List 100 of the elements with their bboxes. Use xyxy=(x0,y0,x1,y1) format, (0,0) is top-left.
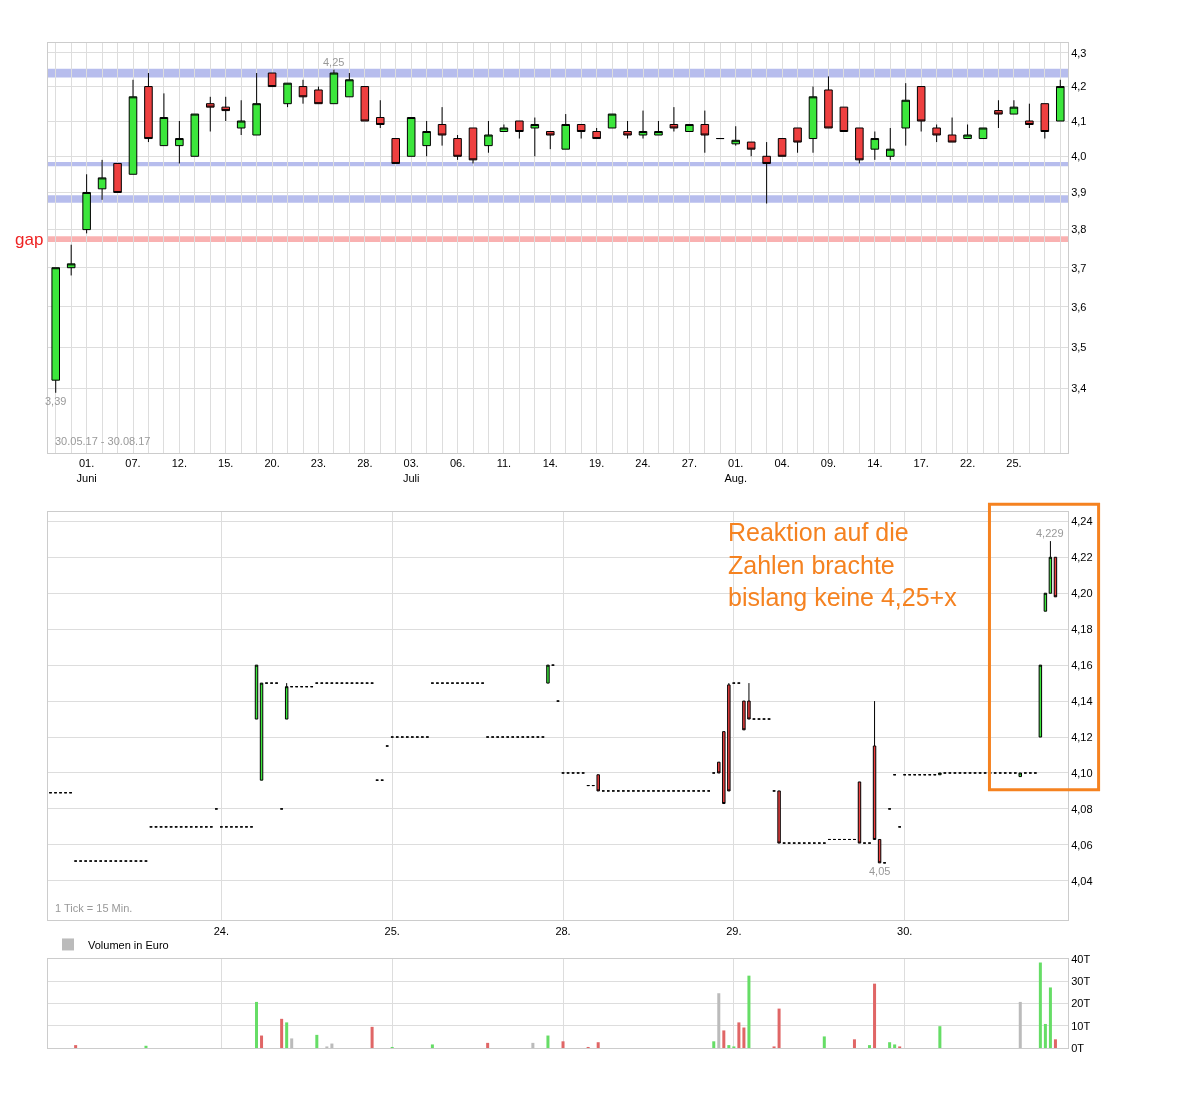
x-tick-label: 22. xyxy=(959,457,976,470)
bar xyxy=(561,1041,565,1048)
y-tick-label: 4,3 xyxy=(1071,46,1087,59)
annotation: 1 Tick = 15 Min. xyxy=(55,902,133,914)
candlestick xyxy=(284,682,289,720)
candlestick xyxy=(66,244,76,276)
x-tick-label: 28. xyxy=(555,924,571,937)
candlestick xyxy=(484,120,493,154)
y-tick-label: 4,10 xyxy=(1071,766,1093,779)
bar xyxy=(822,1036,826,1048)
x-tick-label: 30. xyxy=(897,924,913,937)
bar xyxy=(868,1045,872,1048)
x-tick-label: 17. xyxy=(913,457,929,470)
bar xyxy=(260,1035,264,1048)
candlestick xyxy=(947,117,957,143)
candlestick xyxy=(777,138,787,157)
candlestick xyxy=(607,113,617,129)
x-tick-label: 07. xyxy=(125,457,141,470)
annotation: 4,229 xyxy=(1036,527,1064,539)
candlestick xyxy=(855,127,864,164)
y-tick-label: 20T xyxy=(1071,997,1091,1010)
x-tick-label: 09. xyxy=(820,457,837,470)
candlestick xyxy=(1025,103,1034,129)
candlestick xyxy=(885,127,895,161)
annotation: Reaktion auf die Zahlen brachte bislang keine 4,25+x xyxy=(728,518,958,611)
bar xyxy=(737,1022,741,1048)
bar xyxy=(938,1026,942,1048)
x-tick-label: 24. xyxy=(635,457,651,470)
x-tick-label: 19. xyxy=(588,457,605,470)
candlestick xyxy=(592,127,601,140)
bar xyxy=(315,1034,319,1048)
candlestick xyxy=(870,131,880,161)
bar xyxy=(717,993,721,1048)
y-tick-label: 4,24 xyxy=(1071,515,1093,528)
bar xyxy=(852,1039,856,1048)
candlestick xyxy=(82,173,91,234)
candlestick xyxy=(51,267,61,394)
x-tick-label: 12. xyxy=(171,457,188,470)
bar xyxy=(893,1044,897,1048)
candlestick xyxy=(793,127,802,154)
candlestick xyxy=(1040,103,1050,140)
candlestick xyxy=(113,162,122,193)
x-tick-label: 03. Juli xyxy=(402,457,420,484)
x-tick-label: 14. xyxy=(542,457,558,470)
candlestick xyxy=(839,106,849,132)
band-label: gap xyxy=(15,230,44,249)
candlestick xyxy=(453,134,462,161)
bar xyxy=(777,1008,781,1048)
candlestick xyxy=(175,120,184,164)
candlestick xyxy=(1018,772,1022,778)
candlestick xyxy=(298,79,308,105)
y-tick-label: 3,5 xyxy=(1071,340,1087,353)
annotation: 30.05.17 - 30.08.17 xyxy=(55,435,151,447)
candlestick xyxy=(1055,79,1065,122)
bar xyxy=(1043,1023,1047,1048)
candlestick xyxy=(422,120,431,157)
candlestick xyxy=(267,72,277,88)
candlestick xyxy=(654,120,663,136)
bar xyxy=(546,1035,550,1048)
candlestick xyxy=(777,790,781,844)
x-tick-label: 15. xyxy=(218,457,234,470)
x-tick-label: 14. xyxy=(867,457,883,470)
candlestick xyxy=(530,117,540,157)
candlestick xyxy=(391,138,401,164)
y-tick-label: 30T xyxy=(1071,975,1091,988)
annotation: 4,25 xyxy=(323,56,345,68)
x-tick-label: 01. Aug. xyxy=(724,457,748,484)
x-tick-label: 27. xyxy=(681,457,698,470)
candlestick xyxy=(1048,540,1053,594)
candlestick xyxy=(329,69,339,105)
legend-label: Volumen in Euro xyxy=(88,938,169,951)
y-tick-label: 3,6 xyxy=(1071,300,1087,313)
candlestick xyxy=(746,141,756,157)
x-tick-label: 25. xyxy=(1006,457,1022,470)
bar xyxy=(712,1041,716,1048)
x-tick-label: 11. xyxy=(496,457,512,470)
y-tick-label: 4,22 xyxy=(1071,551,1093,564)
candlestick xyxy=(205,96,215,132)
candlestick xyxy=(144,72,153,143)
x-tick-label: 20. xyxy=(264,457,280,470)
y-tick-label: 4,08 xyxy=(1071,802,1093,815)
y-tick-label: 0T xyxy=(1071,1041,1085,1054)
candlestick xyxy=(963,123,972,140)
candlestick xyxy=(221,96,231,122)
candlestick xyxy=(283,82,292,108)
y-tick-label: 4,0 xyxy=(1071,150,1087,163)
candlestick xyxy=(994,99,1003,129)
annotation: 4,05 xyxy=(869,865,891,877)
candlestick xyxy=(561,113,571,150)
y-tick-label: 4,04 xyxy=(1071,874,1093,887)
y-tick-label: 4,18 xyxy=(1071,623,1093,636)
y-tick-label: 3,7 xyxy=(1071,261,1087,274)
bar xyxy=(430,1044,434,1048)
y-tick-label: 4,12 xyxy=(1071,730,1093,743)
bar xyxy=(531,1042,535,1048)
candlestick xyxy=(236,99,246,136)
x-tick-label: 28. xyxy=(357,457,373,470)
bar xyxy=(290,1038,294,1048)
candlestick xyxy=(669,106,679,132)
candlestick xyxy=(499,123,509,132)
